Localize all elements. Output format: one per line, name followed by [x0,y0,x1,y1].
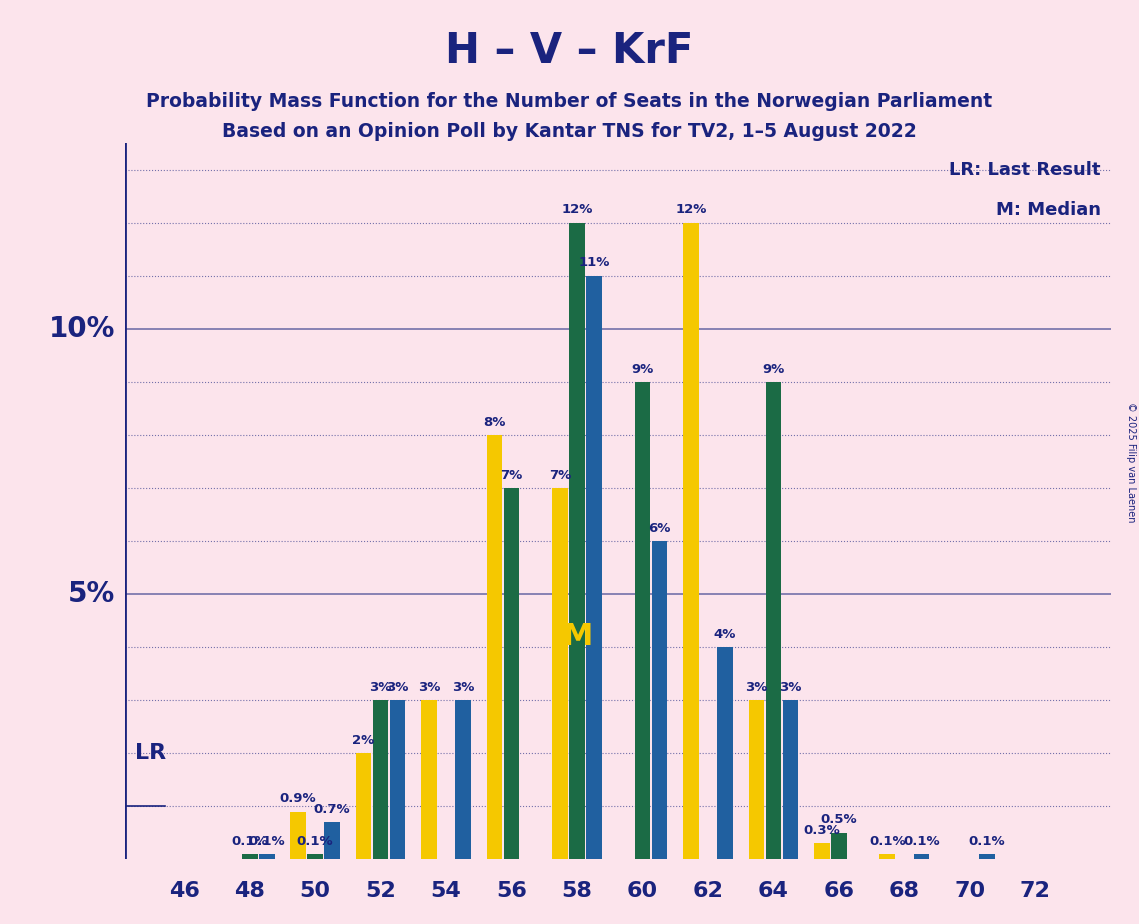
Text: 3%: 3% [745,681,768,694]
Text: 12%: 12% [675,203,706,216]
Text: 0.1%: 0.1% [869,834,906,847]
Text: 7%: 7% [500,468,523,481]
Bar [355,753,371,859]
Text: 0.1%: 0.1% [248,834,285,847]
Bar [814,844,829,859]
Bar [552,488,568,859]
Text: 3%: 3% [386,681,409,694]
Text: 0.1%: 0.1% [297,834,334,847]
Text: 4%: 4% [714,627,736,640]
Text: 0.3%: 0.3% [803,824,841,837]
Text: 8%: 8% [483,416,506,429]
Text: 0.1%: 0.1% [903,834,940,847]
Bar [879,854,895,859]
Bar [831,833,846,859]
Text: H – V – KrF: H – V – KrF [445,30,694,71]
Bar [503,488,519,859]
Bar [652,541,667,859]
Text: 0.7%: 0.7% [314,803,351,816]
Text: 0.5%: 0.5% [820,813,858,826]
Text: Based on an Opinion Poll by Kantar TNS for TV2, 1–5 August 2022: Based on an Opinion Poll by Kantar TNS f… [222,122,917,141]
Text: 12%: 12% [562,203,592,216]
Bar [978,854,994,859]
Text: © 2025 Filip van Laenen: © 2025 Filip van Laenen [1126,402,1136,522]
Bar [390,700,405,859]
Bar [748,700,764,859]
Bar [765,382,781,859]
Text: 0.1%: 0.1% [968,834,1005,847]
Text: 6%: 6% [648,522,671,535]
Bar [421,700,437,859]
Bar [570,223,584,859]
Bar [456,700,470,859]
Bar [241,854,257,859]
Bar [290,811,306,859]
Bar [259,854,274,859]
Bar [587,276,601,859]
Text: 5%: 5% [68,580,115,608]
Text: 3%: 3% [779,681,802,694]
Bar [683,223,698,859]
Text: 3%: 3% [418,681,441,694]
Text: 7%: 7% [549,468,571,481]
Bar [372,700,388,859]
Bar [913,854,929,859]
Bar [634,382,650,859]
Text: 0.9%: 0.9% [280,792,317,805]
Text: M: Median: M: Median [995,201,1100,218]
Text: 2%: 2% [352,734,375,747]
Text: 9%: 9% [762,362,785,375]
Text: 11%: 11% [579,257,609,270]
Text: 0.1%: 0.1% [231,834,268,847]
Text: 9%: 9% [631,362,654,375]
Bar [486,435,502,859]
Bar [718,647,732,859]
Text: 10%: 10% [49,315,115,343]
Text: M: M [562,622,592,651]
Bar [782,700,798,859]
Bar [308,854,323,859]
Bar [325,822,339,859]
Text: Probability Mass Function for the Number of Seats in the Norwegian Parliament: Probability Mass Function for the Number… [147,92,992,112]
Text: 3%: 3% [369,681,392,694]
Text: LR: LR [136,743,166,763]
Text: LR: Last Result: LR: Last Result [949,161,1100,179]
Text: 3%: 3% [452,681,474,694]
